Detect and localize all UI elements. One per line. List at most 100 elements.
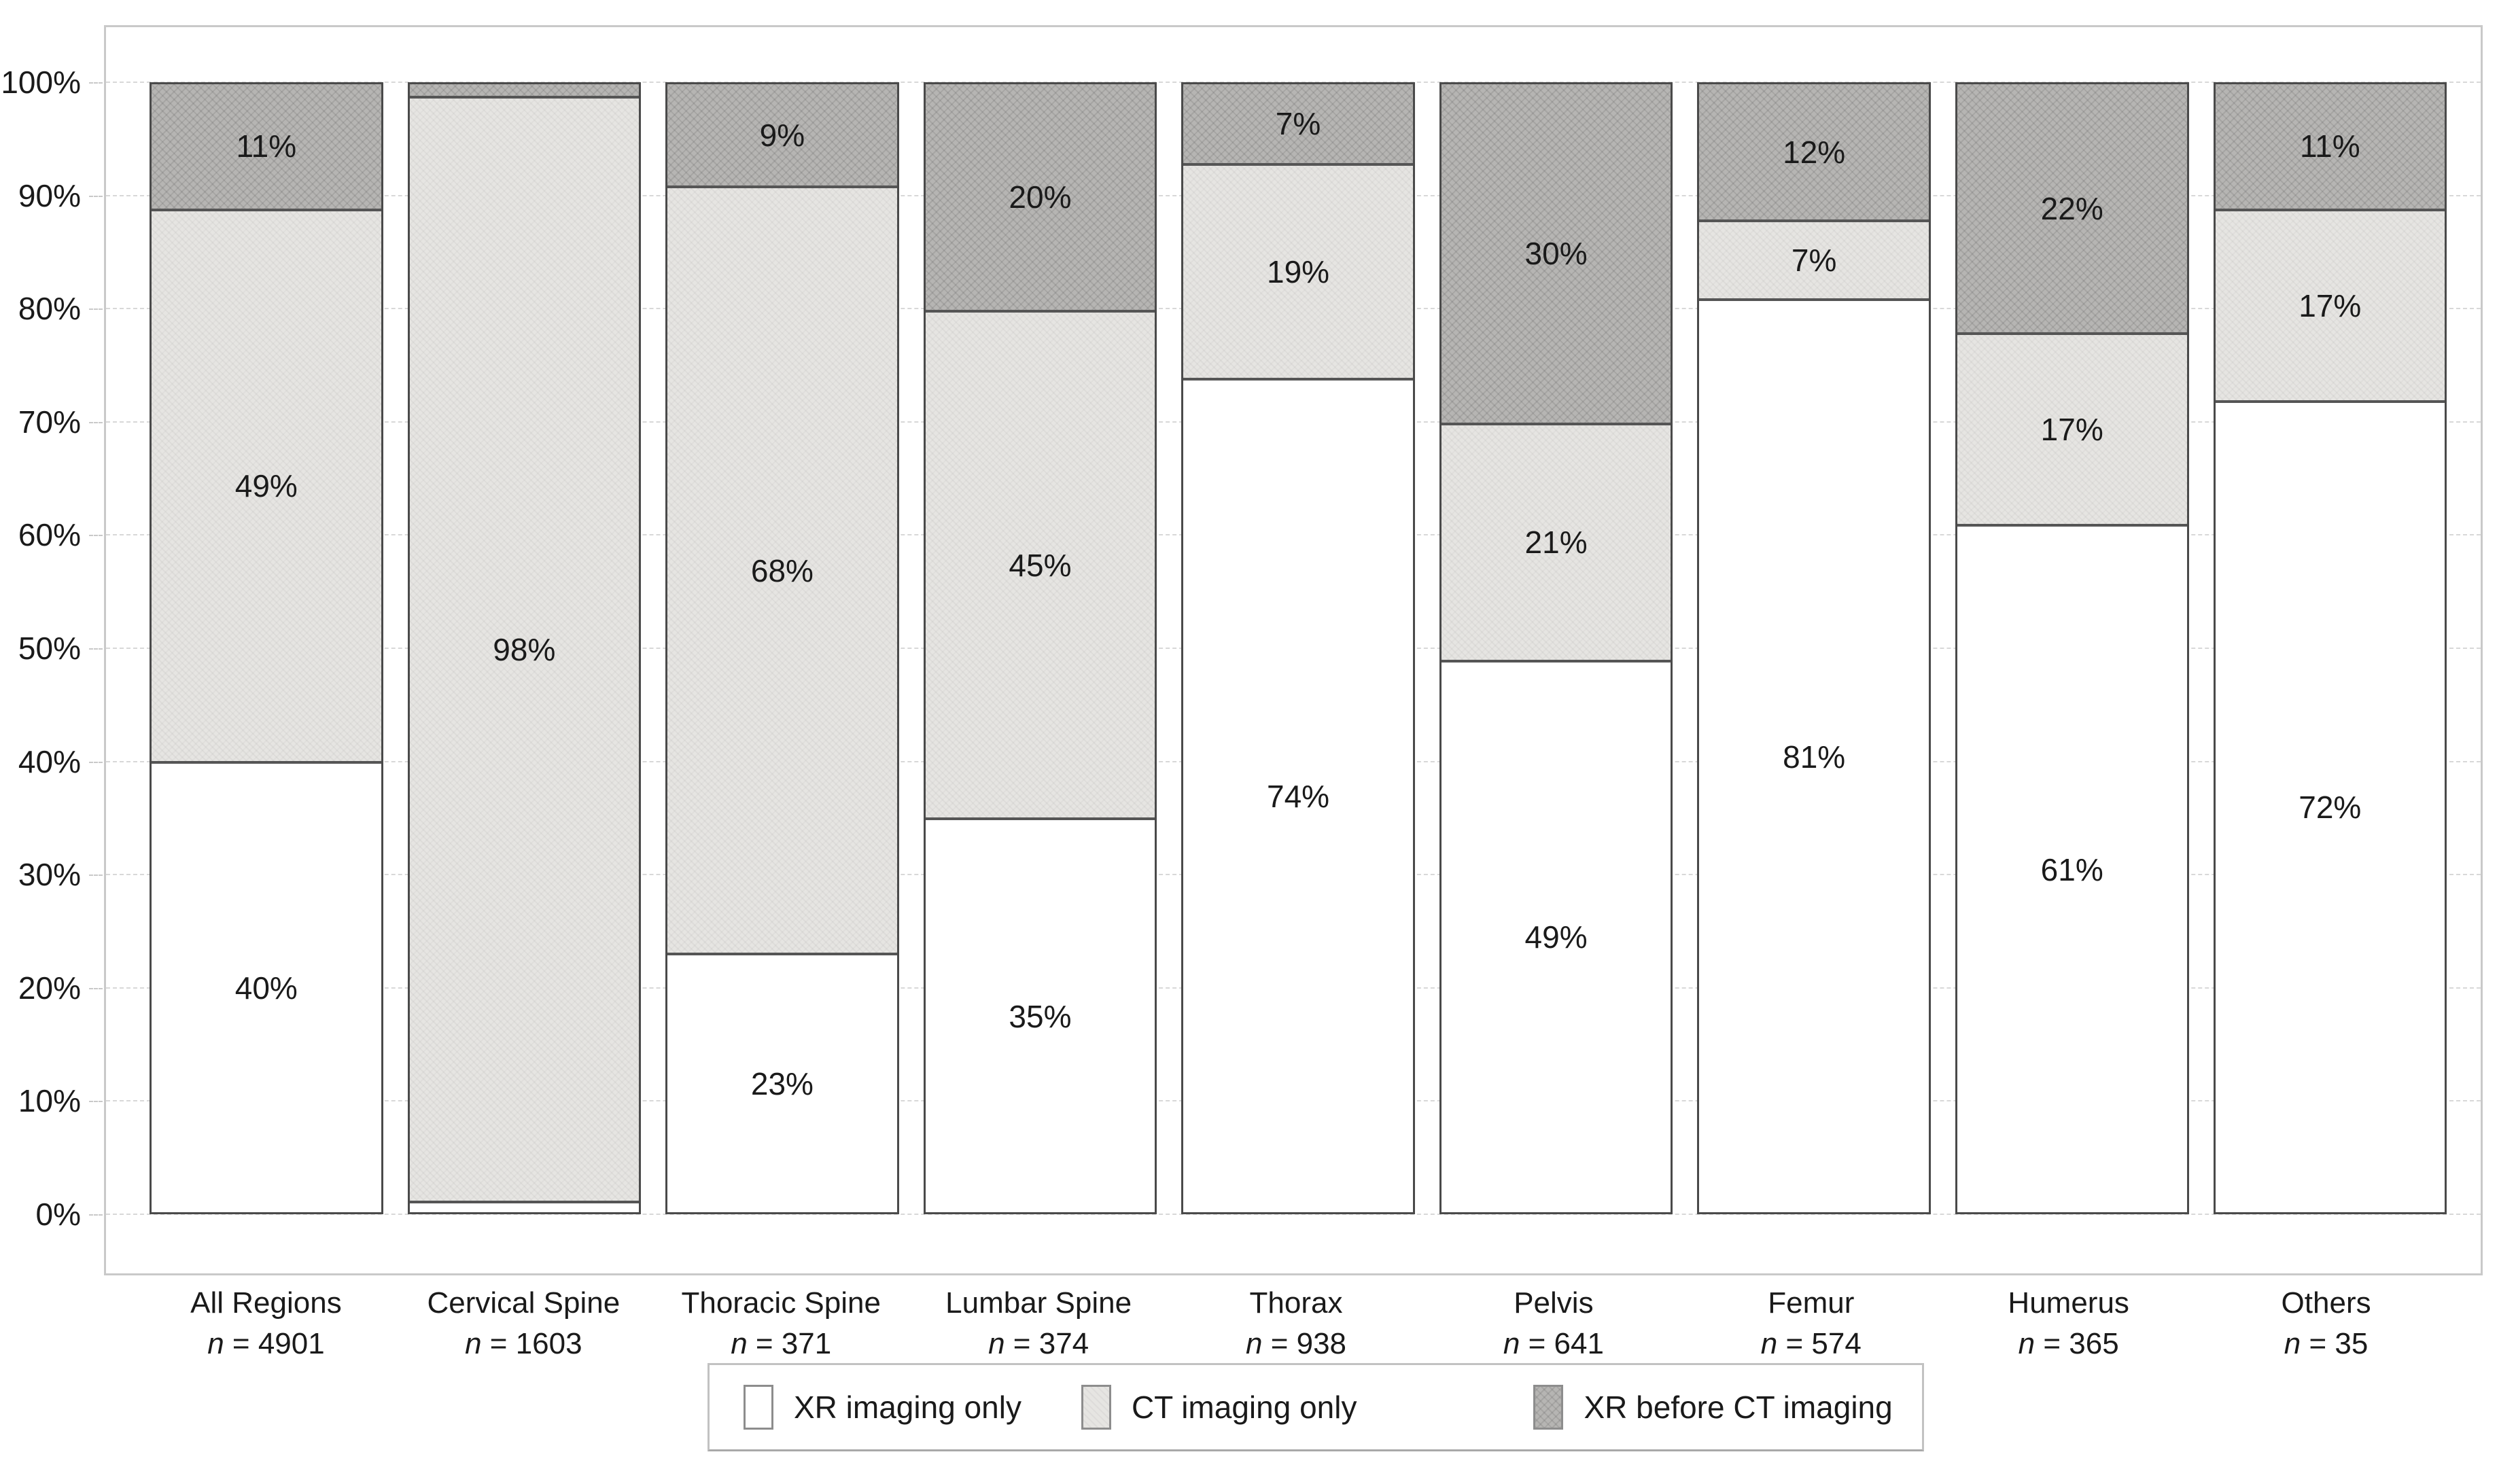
category-label: Humerus — [2008, 1286, 2129, 1320]
segment-xr: 72% — [2215, 400, 2445, 1212]
legend-swatch-xr — [744, 1385, 773, 1430]
segment-ct: 45% — [925, 310, 1155, 817]
legend-item-xr_ct: XR before CT imaging — [1533, 1385, 1893, 1430]
bar-label: 40% — [234, 970, 298, 1006]
bar-label: 35% — [1009, 998, 1072, 1034]
category-pelvis: Pelvis n = 641 — [1437, 1283, 1670, 1364]
category-label: Lumbar Spine — [945, 1286, 1132, 1320]
y-tick-label: 40% — [0, 746, 104, 777]
y-tick-mark — [89, 874, 103, 877]
bar-label: 98% — [493, 631, 556, 667]
y-tick-label: 80% — [0, 293, 104, 324]
bar-all-regions: 11% 49% 40% — [150, 82, 383, 1214]
bar-label: 21% — [1524, 525, 1588, 561]
category-n: n = 371 — [731, 1327, 832, 1360]
y-tick-label: 30% — [0, 859, 104, 890]
segment-xr: 81% — [1699, 298, 1929, 1212]
legend: XR imaging only CT imaging only XR before … — [707, 1363, 1924, 1451]
category-label: Others — [2281, 1286, 2371, 1320]
segment-xr_ct: 9% — [667, 84, 897, 186]
bar-label: 19% — [1266, 253, 1330, 289]
segment-ct: 49% — [152, 208, 381, 761]
segment-xr: 23% — [667, 953, 897, 1212]
segment-ct: 98% — [409, 95, 640, 1201]
segment-xr_ct: 11% — [2215, 84, 2445, 209]
y-tick-label: 20% — [0, 972, 104, 1004]
category-label: Cervical Spine — [427, 1286, 621, 1320]
y-tick-label: 100% — [0, 67, 104, 98]
bar-thorax: 7% 19% 74% — [1181, 82, 1415, 1214]
category-n: n = 35 — [2284, 1327, 2369, 1360]
segment-ct: 17% — [1957, 332, 2187, 525]
bar-label: 49% — [234, 468, 298, 504]
segment-xr: 61% — [1957, 524, 2187, 1212]
bar-cervical-spine: 98% — [407, 82, 642, 1214]
category-humerus: Humerus n = 365 — [1952, 1283, 2185, 1364]
category-label: Thorax — [1249, 1286, 1343, 1320]
category-thoracic-spine: Thoracic Spine n = 371 — [665, 1283, 898, 1364]
bar-label: 72% — [2299, 790, 2362, 826]
bar-femur: 12% 7% 81% — [1697, 82, 1931, 1214]
bar-label: 30% — [1524, 236, 1588, 271]
bar-label: 17% — [2040, 412, 2103, 448]
y-tick-mark — [89, 421, 103, 423]
y-axis: 0% 10% 20% 30% 40% 50% 60% 70% 80% 90% 100% — [0, 67, 104, 1230]
category-n: n = 365 — [2018, 1327, 2119, 1360]
category-n: n = 1603 — [465, 1327, 582, 1360]
y-tick-mark — [89, 648, 103, 650]
legend-item-xr: XR imaging only — [744, 1385, 1021, 1430]
x-axis: All Regions n = 4901 Cervical Spine n = 160… — [150, 1283, 2443, 1364]
y-tick-mark — [89, 195, 103, 197]
legend-item-ct: CT imaging only — [1081, 1385, 1357, 1430]
gridline-0 — [106, 1214, 2481, 1215]
bar-label: 49% — [1524, 919, 1588, 955]
legend-swatch-ct — [1081, 1385, 1111, 1430]
bar-label: 20% — [1009, 179, 1072, 215]
segment-ct: 17% — [2215, 208, 2445, 400]
bar-label: 9% — [759, 117, 805, 153]
bar-label: 11% — [236, 128, 297, 164]
segment-xr_ct: 22% — [1957, 84, 2187, 333]
y-tick-mark — [89, 761, 103, 763]
segment-ct: 7% — [1699, 219, 1929, 299]
y-tick-mark — [89, 1214, 103, 1216]
bar-pelvis: 30% 21% 49% — [1439, 82, 1673, 1214]
category-label: Pelvis — [1514, 1286, 1594, 1320]
bar-humerus: 22% 17% 61% — [1955, 82, 2189, 1214]
category-n: n = 641 — [1503, 1327, 1604, 1360]
y-tick-mark — [89, 1101, 103, 1103]
y-tick-label: 90% — [0, 180, 104, 211]
category-all-regions: All Regions n = 4901 — [150, 1283, 383, 1364]
category-others: Others n = 35 — [2209, 1283, 2443, 1364]
legend-label: CT imaging only — [1131, 1390, 1357, 1425]
y-tick-label: 50% — [0, 633, 104, 664]
segment-xr — [409, 1201, 640, 1212]
category-n: n = 938 — [1245, 1327, 1347, 1360]
category-label: All Regions — [190, 1286, 342, 1320]
segment-xr_ct: 30% — [1441, 84, 1671, 423]
bar-label: 61% — [2040, 851, 2103, 887]
bar-label: 45% — [1009, 547, 1072, 583]
bar-label: 23% — [750, 1066, 814, 1102]
bar-label: 68% — [750, 552, 814, 588]
segment-xr_ct — [409, 84, 640, 96]
category-label: Femur — [1768, 1286, 1855, 1320]
plot-frame: 11% 49% 40% 98% 9% 68% 23% 20% 45% 35% 7% 19% 74% 30%… — [104, 25, 2483, 1275]
segment-xr_ct: 11% — [152, 84, 381, 209]
y-tick-mark — [89, 308, 103, 311]
bar-label: 17% — [2299, 287, 2362, 323]
bars-row: 11% 49% 40% 98% 9% 68% 23% 20% 45% 35% 7% 19% 74% 30%… — [150, 82, 2447, 1214]
segment-ct: 68% — [667, 186, 897, 953]
segment-xr_ct: 12% — [1699, 84, 1929, 220]
y-tick-mark — [89, 82, 103, 84]
legend-label: XR imaging only — [794, 1390, 1021, 1425]
segment-xr_ct: 7% — [1183, 84, 1413, 164]
legend-swatch-xr_ct — [1533, 1385, 1564, 1430]
segment-xr: 35% — [925, 817, 1155, 1212]
bar-label: 12% — [1783, 134, 1846, 170]
category-cervical-spine: Cervical Spine n = 1603 — [407, 1283, 640, 1364]
y-tick-label: 70% — [0, 406, 104, 438]
category-n: n = 374 — [988, 1327, 1089, 1360]
bar-others: 11% 17% 72% — [2213, 82, 2447, 1214]
